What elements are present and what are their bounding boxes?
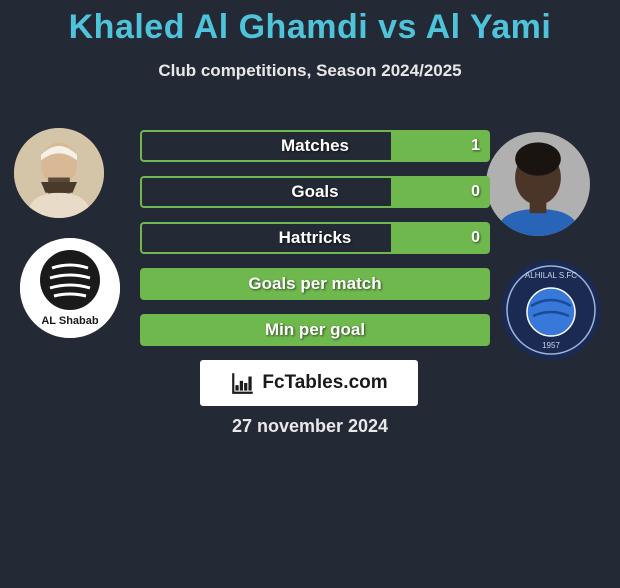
stats-container: Matches 1 Goals 0 Hattricks 0 Goals per … [140, 130, 490, 360]
stat-label: Hattricks [142, 224, 488, 252]
club-left-badge: AL Shabab [20, 238, 120, 338]
club-right-badge: ALHILAL S.FC 1957 [501, 260, 601, 360]
club-logo-icon: ALHILAL S.FC 1957 [501, 260, 601, 360]
stat-label: Min per goal [142, 316, 488, 344]
stat-value-right: 0 [471, 178, 480, 206]
date-text: 27 november 2024 [0, 416, 620, 437]
stat-row-goals-per-match: Goals per match [140, 268, 490, 300]
person-icon [486, 132, 590, 236]
subtitle: Club competitions, Season 2024/2025 [0, 61, 620, 81]
stat-row-min-per-goal: Min per goal [140, 314, 490, 346]
player-left-avatar [14, 128, 104, 218]
stat-label: Goals per match [142, 270, 488, 298]
stat-label: Goals [142, 178, 488, 206]
stat-row-matches: Matches 1 [140, 130, 490, 162]
stat-row-goals: Goals 0 [140, 176, 490, 208]
stat-value-right: 0 [471, 224, 480, 252]
site-logo[interactable]: FcTables.com [200, 360, 418, 406]
svg-text:1957: 1957 [542, 341, 560, 350]
svg-text:AL Shabab: AL Shabab [41, 315, 99, 327]
player-right-avatar [486, 132, 590, 236]
bar-chart-icon [230, 370, 256, 396]
stat-label: Matches [142, 132, 488, 160]
page-title: Khaled Al Ghamdi vs Al Yami [0, 8, 620, 47]
club-logo-icon: AL Shabab [20, 238, 120, 338]
person-icon [14, 128, 104, 218]
stat-row-hattricks: Hattricks 0 [140, 222, 490, 254]
svg-text:ALHILAL S.FC: ALHILAL S.FC [525, 271, 577, 280]
stat-value-right: 1 [471, 132, 480, 160]
site-logo-text: FcTables.com [262, 372, 387, 394]
